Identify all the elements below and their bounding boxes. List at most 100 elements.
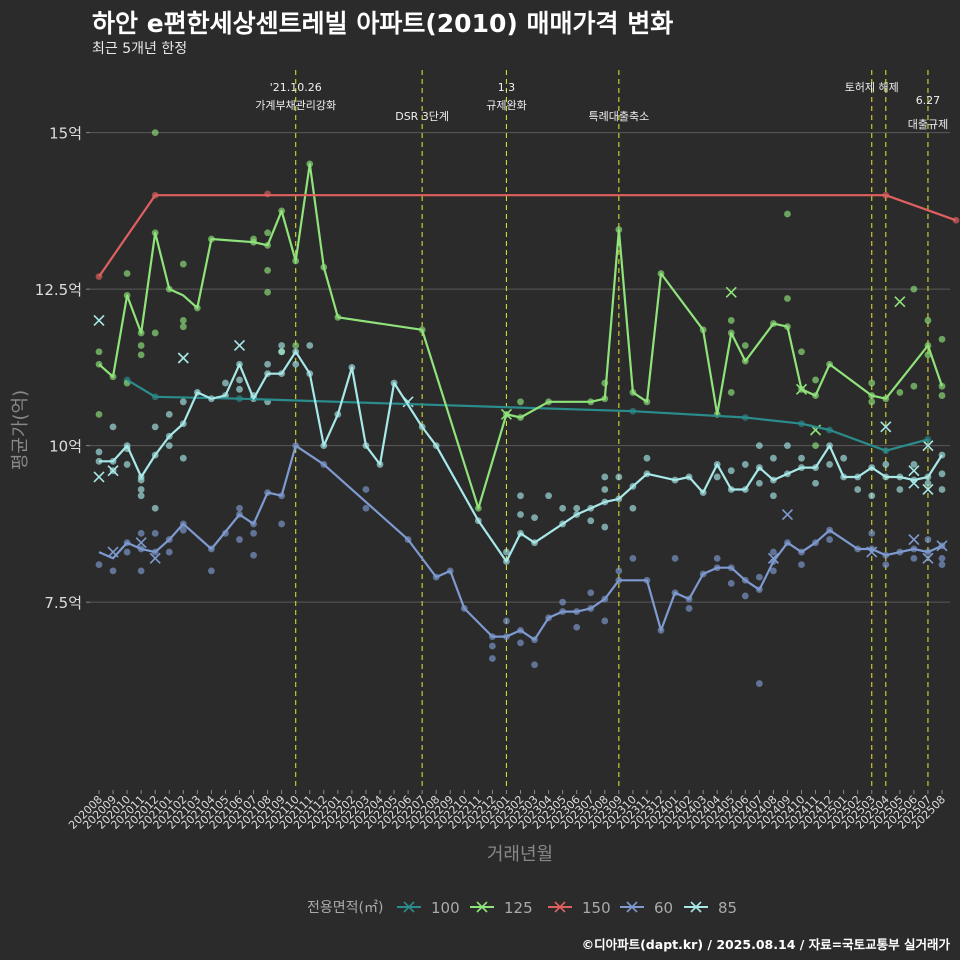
grid-lines [90,132,950,603]
data-point-125 [812,376,819,384]
data-point-60 [250,529,257,537]
data-point-85 [713,473,721,481]
data-point-85 [755,442,763,450]
data-point-60 [573,623,581,631]
data-point-125 [910,382,918,390]
cross-marker-60 [149,552,161,564]
cross-stroke [866,546,878,558]
series-line-60 [98,444,943,641]
data-point-85 [770,454,777,462]
cross-marker-85 [908,465,920,477]
event-label: 규제완화 [486,99,526,112]
data-point-60 [559,598,567,606]
data-point-85 [123,461,131,468]
cross-marker-85 [922,483,934,496]
data-point-85 [236,385,243,393]
data-point-125 [910,285,918,293]
cross-marker-125 [725,286,737,298]
cross-stroke [149,552,161,564]
data-point-60 [137,529,145,537]
data-point-85 [95,448,103,456]
data-point-85 [882,461,890,468]
data-point-125 [727,389,735,396]
y-tick-label: 15억 [49,125,82,143]
data-point-125 [896,389,904,396]
data-point-60 [629,554,637,562]
data-point-125 [292,342,300,349]
data-point-60 [938,554,946,562]
data-point-60 [727,579,735,587]
data-point-85 [770,492,777,500]
cross-stroke [922,552,934,564]
cross-marker-85 [107,465,119,477]
data-point-60 [179,526,187,534]
cross-marker-85 [880,421,892,433]
cross-stroke [233,339,246,352]
series-line-125 [98,162,944,510]
data-point-60 [503,617,510,625]
data-point-85 [236,376,243,384]
legend-item-150: 150 [548,899,611,917]
data-point-125 [250,235,257,243]
data-point-85 [854,486,862,493]
data-point-125 [264,288,271,296]
x-axis-title: 거래년월 [487,844,553,865]
data-point-125 [727,317,735,324]
legend-key-cross [403,901,415,913]
data-point-60 [755,573,763,581]
data-point-85 [503,548,510,556]
data-point-85 [222,379,229,387]
data-point-60 [278,520,286,528]
cross-marker-125 [894,296,906,308]
data-point-125 [784,210,791,218]
legend-label: 150 [582,899,611,917]
cross-stroke [922,483,934,496]
data-point-125 [784,295,791,302]
data-point-60 [208,567,215,575]
data-point-85 [601,486,609,493]
cross-stroke [93,471,105,483]
cross-marker-60 [135,537,147,549]
data-point-85 [587,517,595,525]
event-label: 1.3 [498,81,516,94]
legend-key-cross [476,901,488,913]
data-point-60 [798,561,805,569]
y-tick-label: 7.5억 [44,594,82,612]
data-point-85 [727,467,735,475]
cross-stroke [177,352,189,364]
data-point-85 [264,360,271,368]
data-point-125 [264,229,271,237]
legend-label: 85 [718,899,737,917]
legend-item-60: 60 [620,899,673,917]
data-point-60 [671,554,679,562]
series-line-100 [126,378,929,452]
data-point-60 [770,548,777,556]
cross-stroke [402,396,414,408]
data-point-125 [137,351,145,359]
data-point-85 [137,486,145,493]
event-label: 토허제 해제 [845,80,899,94]
cross-stroke [135,537,147,549]
chart-subtitle: 최근 5개년 한정 [92,41,188,57]
data-point-85 [292,360,300,368]
cross-stroke [781,508,794,521]
data-point-85 [559,504,567,512]
cross-stroke [107,465,119,477]
data-point-85 [278,342,286,349]
y-tick-label: 10억 [49,438,82,456]
series-line-150 [98,194,957,278]
data-point-60 [924,536,932,543]
data-point-60 [713,554,721,562]
y-tick-label: 12.5억 [35,281,82,299]
data-point-85 [165,410,173,418]
data-point-85 [840,454,848,462]
event-label: 6.27 [916,94,941,107]
data-point-125 [179,260,187,268]
data-point-125 [151,129,159,137]
event-label: DSR 3단계 [395,110,449,123]
data-point-85 [938,470,946,478]
data-point-85 [741,461,749,468]
data-point-60 [137,567,145,575]
